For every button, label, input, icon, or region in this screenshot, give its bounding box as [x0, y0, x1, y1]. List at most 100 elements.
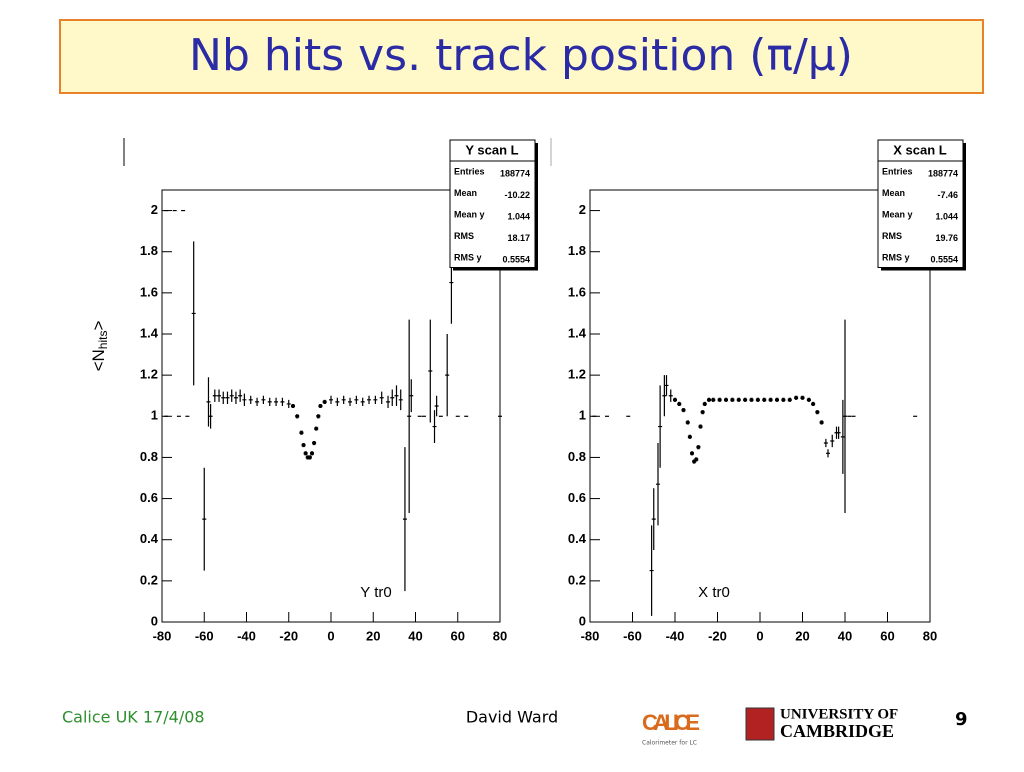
- data-point: [826, 449, 830, 458]
- stats-title: Y scan L: [465, 142, 518, 157]
- data-point: [191, 241, 196, 386]
- x-tick-label: 60: [451, 628, 465, 643]
- data-point: [409, 379, 414, 413]
- y-tick-label: 1.2: [140, 367, 158, 382]
- data-point: [303, 451, 308, 456]
- y-axis-label-part: >: [89, 321, 108, 331]
- data-point: [221, 391, 226, 404]
- stats-label: Mean: [454, 188, 477, 198]
- data-point: [307, 455, 312, 460]
- stats-label: Mean y: [454, 209, 485, 219]
- logo-crest: [745, 707, 775, 741]
- data-point: [762, 397, 767, 402]
- data-point: [301, 443, 306, 448]
- data-point: [694, 457, 699, 462]
- data-point: [690, 451, 694, 456]
- data-point: [664, 375, 669, 396]
- data-point: [286, 399, 291, 409]
- data-point: [702, 401, 707, 406]
- data-point: [248, 395, 253, 404]
- x-tick-label: -40: [666, 628, 685, 643]
- footer-left: Calice UK 17/4/08: [62, 708, 205, 727]
- data-point: [673, 397, 677, 402]
- data-point: [434, 395, 439, 417]
- data-point: [407, 319, 412, 513]
- y-tick-label: 2: [151, 202, 158, 217]
- x-tick-label: -60: [623, 628, 642, 643]
- y-tick-label: 1.6: [140, 284, 158, 299]
- data-point: [649, 525, 654, 616]
- logo-calice: CALICE: [642, 710, 700, 735]
- x-tick-label: 20: [366, 628, 380, 643]
- data-point: [312, 440, 317, 446]
- annotation: Y tr0: [360, 584, 391, 601]
- stats-value: 0.5554: [930, 254, 958, 264]
- data-point: [255, 397, 260, 406]
- data-point: [309, 451, 314, 456]
- x-tick-label: -80: [581, 628, 600, 643]
- data-point: [229, 389, 234, 402]
- data-point: [290, 403, 295, 409]
- y-tick-label: 1.2: [568, 367, 586, 382]
- data-point: [749, 397, 754, 402]
- y-axis-label-part: <N: [89, 349, 108, 371]
- data-point: [787, 397, 792, 402]
- x-tick-label: 80: [923, 628, 937, 643]
- data-point: [692, 459, 697, 464]
- stats-value: 1.044: [935, 211, 958, 221]
- data-point: [267, 397, 272, 406]
- plot-frame: [161, 189, 501, 623]
- y-tick-label: 0.4: [568, 531, 587, 546]
- data-point: [390, 389, 395, 406]
- x-tick-label: -60: [195, 628, 214, 643]
- y-axis-label-part: hits: [96, 331, 110, 350]
- data-point: [379, 391, 384, 404]
- data-point: [394, 385, 399, 406]
- data-point: [819, 420, 824, 425]
- stats-label: Mean: [882, 188, 905, 198]
- y-tick-label: 0: [579, 613, 586, 628]
- footer-center: David Ward: [466, 708, 558, 727]
- data-point: [843, 319, 847, 513]
- x-tick-label: 80: [493, 628, 507, 643]
- data-point: [314, 426, 319, 431]
- data-point: [840, 399, 845, 474]
- x-tick-label: -20: [279, 628, 298, 643]
- stats-value: 1.044: [507, 211, 530, 221]
- logo-cam-2: CAMBRIDGE: [780, 721, 894, 741]
- stats-value: -10.22: [504, 190, 530, 200]
- data-point: [811, 401, 816, 406]
- data-point: [428, 319, 433, 423]
- data-point: [242, 393, 247, 406]
- data-point: [208, 403, 213, 429]
- stats-label: RMS: [454, 231, 474, 241]
- data-point: [202, 467, 207, 571]
- data-point: [316, 414, 321, 419]
- data-point: [768, 397, 773, 402]
- x-tick-label: 0: [327, 628, 334, 643]
- data-point: [225, 391, 230, 404]
- data-point: [373, 395, 378, 404]
- y-tick-label: 0.6: [140, 490, 158, 505]
- data-point: [656, 443, 660, 526]
- title-box: [59, 19, 984, 94]
- y-tick-label: 0: [151, 613, 158, 628]
- data-point: [781, 397, 786, 402]
- data-point: [348, 397, 353, 406]
- data-point: [651, 488, 656, 550]
- stats-label: RMS y: [454, 252, 482, 262]
- stats-box: [449, 139, 536, 268]
- data-point: [367, 395, 372, 404]
- data-point: [238, 389, 243, 402]
- data-point: [445, 334, 450, 417]
- data-point: [668, 389, 673, 402]
- y-tick-label: 2: [579, 202, 586, 217]
- data-point: [402, 447, 407, 592]
- x-tick-label: 40: [408, 628, 422, 643]
- data-point: [261, 395, 266, 404]
- x-tick-label: 0: [756, 628, 763, 643]
- data-point: [794, 395, 799, 400]
- data-point: [724, 397, 728, 402]
- stats-label: Entries: [454, 166, 485, 176]
- stats-value: 188774: [928, 168, 958, 178]
